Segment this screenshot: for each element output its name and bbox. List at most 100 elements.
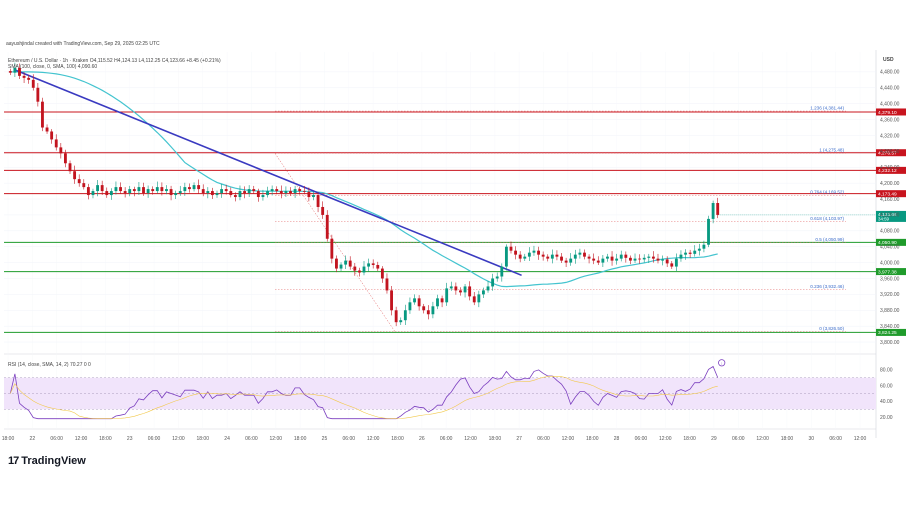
candle-body bbox=[468, 286, 472, 297]
candle-body bbox=[454, 286, 458, 291]
price-axis[interactable]: 4,480.00 4,440.00 4,400.00 4,360.00 4,320.00… bbox=[880, 70, 900, 421]
symbol-line[interactable]: Ethereum / U.S. Dollar · 1h · Kraken O4,… bbox=[8, 58, 221, 64]
candle-body bbox=[596, 260, 600, 263]
candle-body bbox=[348, 260, 352, 267]
candle-body bbox=[215, 193, 219, 196]
time-tick-label: 18:00 bbox=[99, 436, 112, 442]
candle-body bbox=[527, 252, 531, 257]
candle-body bbox=[256, 191, 260, 198]
candle-body bbox=[624, 254, 628, 258]
candle-body bbox=[495, 276, 499, 279]
price-tick-label: 3,960.00 bbox=[880, 276, 900, 282]
candle-body bbox=[408, 302, 412, 311]
candle-body bbox=[426, 310, 430, 315]
time-tick-label: 26 bbox=[419, 436, 425, 442]
fib-label: 0.618 (4,103.97) bbox=[810, 216, 844, 221]
fib-label: 0.764 (4,169.52) bbox=[810, 190, 844, 195]
candle-body bbox=[647, 256, 651, 258]
alert-icon bbox=[718, 359, 726, 367]
candle-body bbox=[86, 187, 90, 196]
level-price-tag bbox=[876, 238, 906, 246]
time-axis[interactable]: 18:00 22 06:00 12:00 18:00 23 06:00 12:00 18:00 2… bbox=[2, 436, 867, 442]
candle-body bbox=[160, 187, 164, 192]
fib-levels: 1.236 (4,381.44) 1 (4,275.48) 0.764 (4,169… bbox=[274, 106, 846, 332]
time-tick-label: 29 bbox=[711, 436, 717, 442]
candle-body bbox=[601, 258, 605, 263]
candle-body bbox=[472, 296, 476, 303]
candle-body bbox=[132, 189, 136, 192]
time-tick-label: 06:00 bbox=[537, 436, 550, 442]
sma-legend[interactable]: SMA (100, close, 0, SMA, 100) 4,090.60 bbox=[8, 64, 98, 70]
candle-body bbox=[390, 290, 393, 311]
bearish-trendline[interactable] bbox=[14, 69, 522, 277]
level-price-label: 3,977.38 bbox=[878, 269, 897, 275]
candle-body bbox=[656, 258, 660, 261]
candle-body bbox=[73, 171, 77, 180]
candle-body bbox=[36, 87, 40, 102]
candle-body bbox=[638, 258, 642, 260]
grid bbox=[4, 50, 877, 438]
candle-body bbox=[137, 187, 141, 192]
trendline[interactable] bbox=[14, 69, 522, 277]
candle-body bbox=[684, 252, 687, 255]
candle-body bbox=[353, 266, 357, 271]
candle-body bbox=[50, 131, 54, 140]
candle-body bbox=[165, 189, 168, 192]
level-price-tag bbox=[876, 108, 906, 116]
candle-body bbox=[716, 203, 720, 215]
candle-body bbox=[711, 203, 715, 219]
candle-body bbox=[96, 185, 99, 192]
candle-body bbox=[440, 298, 444, 303]
candle-body bbox=[417, 298, 421, 307]
candle-body bbox=[445, 288, 449, 303]
candle-body bbox=[661, 259, 665, 261]
candle-body bbox=[298, 189, 302, 192]
time-tick-label: 06:00 bbox=[440, 436, 453, 442]
candle-body bbox=[270, 189, 274, 192]
candle-body bbox=[615, 258, 619, 261]
candle-body bbox=[707, 218, 710, 245]
candle-body bbox=[275, 189, 279, 192]
candle-body bbox=[174, 193, 178, 196]
candle-body bbox=[573, 254, 577, 259]
candle-body bbox=[307, 191, 311, 198]
candle-body bbox=[619, 254, 623, 259]
candle-body bbox=[312, 195, 315, 198]
candle-body bbox=[514, 250, 518, 255]
candle-body bbox=[403, 310, 407, 321]
candle-body bbox=[266, 191, 269, 196]
level-price-label: 4,173.49 bbox=[878, 191, 897, 197]
candle-body bbox=[188, 187, 191, 190]
time-tick-label: 25 bbox=[322, 436, 328, 442]
time-tick-label: 12:00 bbox=[75, 436, 88, 442]
candle-body bbox=[486, 286, 490, 291]
time-tick-label: 18:00 bbox=[489, 436, 502, 442]
price-tick-label: 4,280.00 bbox=[880, 149, 900, 155]
candle-body bbox=[178, 191, 182, 194]
candle-body bbox=[233, 195, 237, 198]
level-price-tag bbox=[876, 268, 906, 276]
candle-body bbox=[169, 189, 173, 196]
candle-body bbox=[146, 189, 150, 194]
currency-label: USD bbox=[883, 57, 894, 63]
rsi-tick-label: 20.00 bbox=[880, 415, 893, 421]
price-tick-label: 4,160.00 bbox=[880, 197, 900, 203]
candle-body bbox=[523, 256, 527, 259]
tradingview-logo[interactable]: 17 TradingView bbox=[8, 455, 86, 467]
candles bbox=[8, 62, 720, 327]
rsi-legend[interactable]: RSI (14, close, SMA, 14, 2) 70.27 0 0 bbox=[8, 362, 91, 368]
candle-body bbox=[670, 263, 674, 267]
current-price-label: 4,123.66 bbox=[878, 212, 897, 218]
candle-body bbox=[261, 195, 265, 198]
candle-body bbox=[651, 256, 655, 259]
candle-body bbox=[606, 256, 609, 259]
time-tick-label: 18:00 bbox=[683, 436, 696, 442]
candle-body bbox=[100, 185, 104, 192]
fib-label: 0.5 (4,050.99) bbox=[815, 237, 844, 242]
candle-body bbox=[504, 246, 508, 267]
candle-body bbox=[362, 266, 366, 273]
price-tick-label: 4,480.00 bbox=[880, 70, 900, 76]
candle-body bbox=[449, 286, 453, 289]
candle-body bbox=[335, 258, 338, 269]
